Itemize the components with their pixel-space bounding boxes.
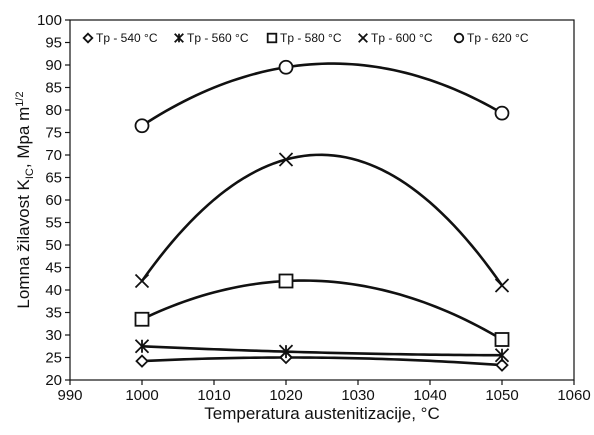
x-tick-label: 1040: [413, 387, 446, 404]
legend-marker-circle: [453, 32, 465, 44]
y-tick-label: 95: [45, 35, 62, 52]
y-tick-label: 85: [45, 80, 62, 97]
x-axis-title: Temperatura austenitizacije, °C: [204, 404, 439, 423]
x-tick-label: 1030: [341, 387, 374, 404]
y-tick-label: 75: [45, 125, 62, 142]
data-point-asterisk: [494, 348, 510, 363]
data-point-diamond: [495, 358, 509, 372]
legend: Tp - 540 °C Tp - 560 °C Tp - 580 °C Tp - 60…: [82, 31, 529, 45]
fit-curve: [141, 62, 503, 127]
y-tick-label: 50: [45, 237, 62, 254]
y-tick-label: 60: [45, 192, 62, 209]
y-tick-label: 80: [45, 102, 62, 119]
y-tick-label: 90: [45, 57, 62, 74]
legend-item: Tp - 560 °C: [174, 31, 249, 45]
legend-item: Tp - 540 °C: [82, 31, 158, 45]
legend-label: Tp - 560 °C: [187, 31, 249, 45]
legend-label: Tp - 580 °C: [280, 31, 342, 45]
y-tick-label: 35: [45, 305, 62, 322]
y-tick-label: 70: [45, 147, 62, 164]
data-point-cross: [494, 278, 510, 293]
y-tick-label: 55: [45, 215, 62, 232]
legend-marker-diamond: [82, 32, 94, 44]
y-axis-title-units: , Mpa m: [14, 107, 33, 168]
data-point-square: [278, 273, 294, 289]
data-point-asterisk: [134, 339, 150, 354]
fit-curve: [141, 344, 503, 357]
y-axis-title-main: Lomna žilavost K: [14, 178, 33, 308]
data-point-circle: [494, 105, 510, 121]
y-tick-label: 25: [45, 350, 62, 367]
legend-item: Tp - 620 °C: [453, 31, 529, 45]
data-point-diamond: [135, 354, 149, 368]
x-tick-label: 1020: [269, 387, 302, 404]
x-tick-label: 1010: [197, 387, 230, 404]
data-point-square: [134, 311, 150, 327]
data-point-cross: [134, 273, 150, 289]
y-axis-title-subscript: IC: [24, 168, 36, 179]
y-axis-title-superscript: 1/2: [14, 91, 26, 106]
x-tick-label: 990: [57, 387, 82, 404]
y-tick-label: 65: [45, 170, 62, 187]
fit-curve: [141, 279, 503, 341]
data-point-circle: [134, 118, 150, 134]
legend-item: Tp - 600 °C: [358, 31, 433, 45]
x-tick-label: 1060: [557, 387, 590, 404]
axes-group: 990 1000 1010 1020 1030 1040 1050 1060 20 25 30 35 4…: [37, 12, 591, 404]
y-tick-label: 45: [45, 260, 62, 277]
legend-label: Tp - 620 °C: [467, 31, 529, 45]
data-point-asterisk: [278, 344, 294, 359]
data-point-square: [494, 332, 510, 347]
y-tick-label: 20: [45, 372, 62, 389]
legend-label: Tp - 540 °C: [96, 31, 158, 45]
markers-group: [134, 59, 510, 372]
data-point-circle: [278, 59, 294, 75]
fit-curve: [140, 153, 504, 287]
y-axis-title: Lomna žilavost KIC, Mpa m1/2: [14, 91, 36, 308]
y-tick-label: 40: [45, 282, 62, 299]
legend-marker-cross: [358, 33, 368, 43]
y-tick-label: 100: [37, 12, 62, 29]
fit-curve: [141, 356, 503, 367]
legend-item: Tp - 580 °C: [266, 31, 342, 45]
x-tick-label: 1050: [485, 387, 518, 404]
legend-marker-square: [266, 32, 278, 44]
data-point-cross: [278, 152, 294, 167]
x-tick-label: 1000: [125, 387, 158, 404]
legend-marker-asterisk: [174, 33, 184, 43]
legend-label: Tp - 600 °C: [371, 31, 433, 45]
fit-curves-group: [140, 62, 504, 367]
y-tick-label: 30: [45, 327, 62, 344]
